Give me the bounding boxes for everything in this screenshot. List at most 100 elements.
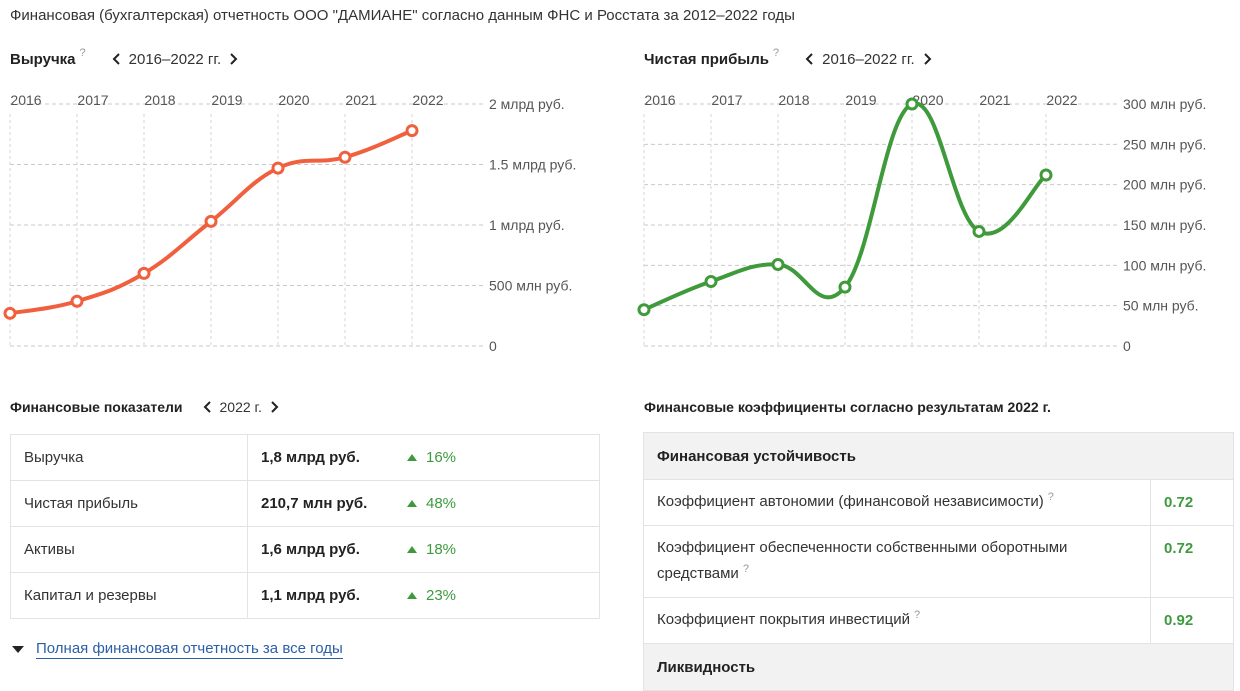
y-tick-label: 0 bbox=[489, 338, 497, 354]
table-row: Капитал и резервы 1,1 млрд руб. 23% bbox=[10, 572, 600, 619]
x-tick-label: 2016 bbox=[10, 92, 41, 108]
ratios-section-header: Ликвидность bbox=[643, 643, 1234, 691]
indicators-next-year-chevron-right-icon[interactable] bbox=[265, 398, 283, 416]
help-icon[interactable]: ? bbox=[1047, 491, 1054, 503]
indicator-value: 1,1 млрд руб. bbox=[247, 572, 394, 619]
x-tick-label: 2022 bbox=[412, 92, 443, 108]
table-row: Активы 1,6 млрд руб. 18% bbox=[10, 526, 600, 573]
table-row: Коэффициент покрытия инвестиций? 0.92 bbox=[643, 597, 1234, 644]
data-point bbox=[771, 258, 785, 272]
data-point bbox=[137, 266, 151, 280]
y-tick-label: 100 млн руб. bbox=[1123, 257, 1206, 273]
table-row: Чистая прибыль 210,7 млн руб. 48% bbox=[10, 480, 600, 527]
full-report-link[interactable]: Полная финансовая отчетность за все годы bbox=[36, 640, 343, 659]
data-point bbox=[338, 150, 352, 164]
x-tick-label: 2017 bbox=[77, 92, 108, 108]
indicator-value: 210,7 млн руб. bbox=[247, 480, 394, 527]
up-triangle-icon bbox=[407, 592, 417, 599]
y-tick-label: 50 млн руб. bbox=[1123, 298, 1199, 314]
indicators-table: Выручка 1,8 млрд руб. 16% Чистая прибыль… bbox=[10, 434, 600, 619]
x-tick-label: 2018 bbox=[144, 92, 175, 108]
data-point bbox=[3, 306, 17, 320]
data-point bbox=[405, 124, 419, 138]
profit-prev-period-chevron-left-icon[interactable] bbox=[801, 50, 819, 68]
x-tick-label: 2022 bbox=[1046, 92, 1077, 108]
profit-period: 2016–2022 гг. bbox=[822, 50, 915, 68]
data-point bbox=[972, 224, 986, 238]
indicators-header: Финансовые показатели 2022 г. bbox=[10, 398, 283, 416]
table-row: Выручка 1,8 млрд руб. 16% bbox=[10, 434, 600, 481]
revenue-chart: 0 500 млн руб. 1 млрд руб. 1.5 млрд руб. 2 м… bbox=[3, 92, 576, 354]
indicator-label: Капитал и резервы bbox=[10, 572, 248, 619]
profit-help-icon[interactable]: ? bbox=[772, 47, 780, 59]
ratio-value: 0.72 bbox=[1150, 525, 1234, 598]
indicator-label: Чистая прибыль bbox=[10, 480, 248, 527]
indicator-label: Выручка bbox=[10, 434, 248, 481]
revenue-next-period-chevron-right-icon[interactable] bbox=[224, 50, 242, 68]
data-point bbox=[1039, 168, 1053, 182]
data-point bbox=[905, 97, 919, 111]
revenue-chart-block: Выручка ? 2016–2022 гг. 0 500 млн руб. 1 м… bbox=[3, 44, 610, 364]
indicator-change-value: 16% bbox=[426, 449, 457, 466]
x-tick-label: 2020 bbox=[278, 92, 309, 108]
triangle-down-icon bbox=[12, 646, 24, 653]
y-tick-label: 500 млн руб. bbox=[489, 278, 572, 294]
x-tick-label: 2021 bbox=[345, 92, 376, 108]
indicator-change: 48% bbox=[394, 480, 600, 527]
ratio-value: 0.92 bbox=[1150, 597, 1234, 644]
indicators-title: Финансовые показатели bbox=[10, 399, 183, 415]
profit-chart-header: Чистая прибыль ? 2016–2022 гг. bbox=[644, 47, 936, 68]
data-point bbox=[838, 280, 852, 294]
x-tick-label: 2021 bbox=[979, 92, 1010, 108]
profit-chart: 0 50 млн руб. 100 млн руб. 150 млн руб. 200 … bbox=[637, 92, 1206, 354]
indicator-label: Активы bbox=[10, 526, 248, 573]
ratio-label: Коэффициент автономии (финансовой незави… bbox=[643, 479, 1151, 526]
page-title: Финансовая (бухгалтерская) отчетность ОО… bbox=[10, 7, 795, 24]
ratios-title: Финансовые коэффициенты согласно результ… bbox=[644, 399, 1051, 415]
x-tick-label: 2019 bbox=[845, 92, 876, 108]
data-point bbox=[271, 161, 285, 175]
ratios-section-title: Финансовая устойчивость bbox=[643, 432, 1234, 480]
data-point bbox=[637, 303, 651, 317]
indicator-value: 1,8 млрд руб. bbox=[247, 434, 394, 481]
revenue-period: 2016–2022 гг. bbox=[128, 50, 222, 68]
ratio-label-text: Коэффициент автономии (финансовой незави… bbox=[657, 493, 1044, 510]
y-tick-label: 300 млн руб. bbox=[1123, 96, 1206, 112]
up-triangle-icon bbox=[407, 454, 417, 461]
up-triangle-icon bbox=[407, 546, 417, 553]
table-row: Коэффициент автономии (финансовой незави… bbox=[643, 479, 1234, 526]
data-point bbox=[704, 274, 718, 288]
indicators-prev-year-chevron-left-icon[interactable] bbox=[199, 398, 217, 416]
indicator-value: 1,6 млрд руб. bbox=[247, 526, 394, 573]
profit-chart-title: Чистая прибыль bbox=[644, 50, 769, 68]
ratios-section-title: Ликвидность bbox=[643, 643, 1234, 691]
indicator-change: 23% bbox=[394, 572, 600, 619]
ratio-label: Коэффициент обеспеченности собственными … bbox=[643, 525, 1151, 598]
y-tick-label: 1 млрд руб. bbox=[489, 217, 565, 233]
indicator-change-value: 18% bbox=[426, 541, 457, 558]
y-tick-label: 200 млн руб. bbox=[1123, 177, 1206, 193]
x-tick-label: 2018 bbox=[778, 92, 809, 108]
x-tick-label: 2017 bbox=[711, 92, 742, 108]
revenue-help-icon[interactable]: ? bbox=[79, 47, 86, 59]
data-point bbox=[204, 214, 218, 228]
indicator-change: 18% bbox=[394, 526, 600, 573]
full-report-toggle[interactable]: Полная финансовая отчетность за все годы bbox=[12, 640, 343, 659]
y-tick-label: 2 млрд руб. bbox=[489, 96, 565, 112]
ratios-table: Финансовая устойчивость Коэффициент авто… bbox=[643, 432, 1234, 691]
data-point bbox=[70, 294, 84, 308]
indicators-period: 2022 г. bbox=[219, 399, 262, 415]
revenue-chart-title: Выручка bbox=[10, 50, 76, 68]
profit-chart-block: Чистая прибыль ? 2016–2022 гг. 0 50 млн р… bbox=[637, 44, 1240, 364]
y-tick-label: 0 bbox=[1123, 338, 1131, 354]
up-triangle-icon bbox=[407, 500, 417, 507]
revenue-prev-period-chevron-left-icon[interactable] bbox=[108, 50, 126, 68]
help-icon[interactable]: ? bbox=[914, 609, 921, 621]
ratio-label: Коэффициент покрытия инвестиций? bbox=[643, 597, 1151, 644]
ratios-section-header: Финансовая устойчивость bbox=[643, 432, 1234, 480]
indicator-change-value: 23% bbox=[426, 587, 457, 604]
indicator-change: 16% bbox=[394, 434, 600, 481]
profit-next-period-chevron-right-icon[interactable] bbox=[918, 50, 936, 68]
x-tick-label: 2016 bbox=[644, 92, 675, 108]
help-icon[interactable]: ? bbox=[742, 563, 749, 575]
